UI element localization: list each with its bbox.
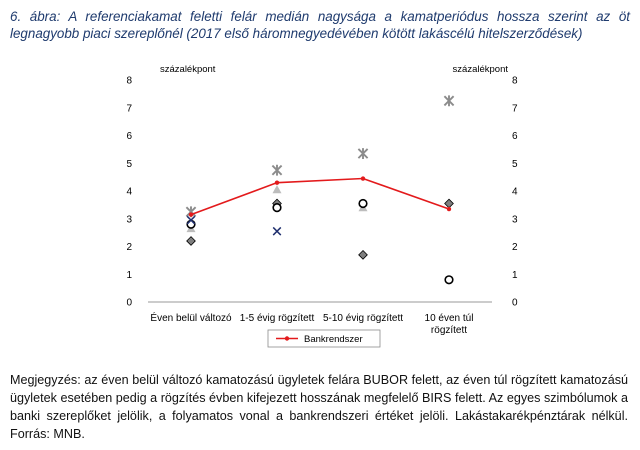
category-label-line: Éven belül változó <box>150 311 232 324</box>
circle-marker <box>272 203 282 213</box>
left-axis-label: százalékpont <box>160 64 216 75</box>
right-tick-label: 0 <box>512 298 518 309</box>
right-tick-label: 1 <box>512 270 518 281</box>
right-tick-label: 2 <box>512 242 518 253</box>
category-label: 1-5 évig rögzített <box>240 313 315 324</box>
bankrendszer-point <box>360 176 366 181</box>
left-tick-label: 5 <box>126 159 132 170</box>
right-tick-label: 4 <box>512 187 518 198</box>
bankrendszer-point <box>188 212 194 217</box>
chart: százalékpont százalékpont 0 0 1 1 2 2 3 3 4 4 5 5 6 6 7 7… <box>126 64 518 348</box>
right-tick-label: 7 <box>512 103 518 114</box>
legend-label: Bankrendszer <box>304 334 363 345</box>
legend-point-sample <box>284 336 290 341</box>
legend: Bankrendszer <box>267 329 381 348</box>
right-tick-label: 8 <box>512 76 518 87</box>
star-marker <box>271 164 283 176</box>
right-axis-label: százalékpont <box>453 64 509 75</box>
category-label: 5-10 évig rögzített <box>323 313 403 324</box>
circle-marker <box>186 219 196 229</box>
right-tick-label: 3 <box>512 214 518 225</box>
diamond-marker <box>358 249 368 260</box>
left-tick-label: 1 <box>126 270 132 281</box>
triangle-marker <box>272 185 282 194</box>
right-tick-label: 5 <box>512 159 518 170</box>
right-tick-label: 6 <box>512 131 518 142</box>
diamond-marker <box>444 198 454 209</box>
left-tick-label: 0 <box>126 298 132 309</box>
left-tick-label: 4 <box>126 187 132 198</box>
category-label: Éven belül változó <box>150 311 232 324</box>
circle-marker <box>444 275 454 285</box>
figure-note: Megjegyzés: az éven belül változó kamato… <box>10 373 628 441</box>
category-label: 10 éven túl rögzített <box>425 313 474 336</box>
x-marker <box>272 226 282 236</box>
left-tick-label: 7 <box>126 103 132 114</box>
figure-title: 6. ábra: A referenciakamat feletti felár… <box>10 9 630 41</box>
legend-box <box>267 329 381 348</box>
left-tick-label: 6 <box>126 131 132 142</box>
left-tick-label: 3 <box>126 214 132 225</box>
category-label-line: rögzített <box>431 325 467 336</box>
bankrendszer-point <box>446 206 452 212</box>
left-tick-label: 8 <box>126 76 132 87</box>
star-marker <box>357 148 369 159</box>
category-label-line: 5-10 évig rögzített <box>323 313 403 324</box>
circle-marker <box>358 198 368 209</box>
category-label-line: 1-5 évig rögzített <box>240 313 315 324</box>
star-marker <box>443 95 455 107</box>
bankrendszer-line <box>190 177 450 216</box>
category-label-line: 10 éven túl <box>425 313 474 324</box>
bankrendszer-point <box>274 180 280 185</box>
x-marker <box>186 215 196 225</box>
diamond-marker <box>186 236 196 246</box>
axes-group: százalékpont százalékpont 0 0 1 1 2 2 3 3 4 4 5 5 6 6 7 7… <box>126 64 518 336</box>
marks-group <box>185 95 455 285</box>
left-tick-label: 2 <box>126 242 132 253</box>
